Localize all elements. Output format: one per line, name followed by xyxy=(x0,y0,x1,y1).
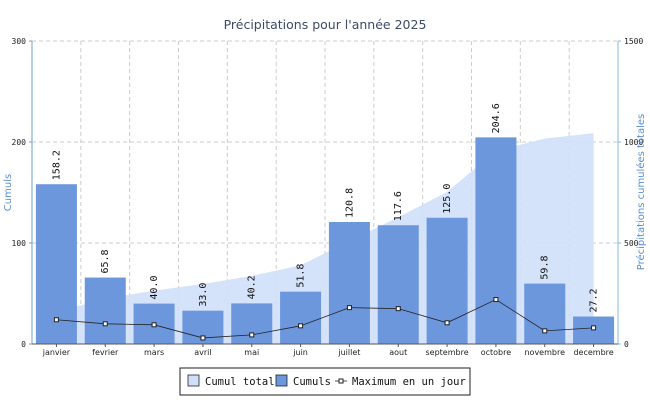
line-point-mai xyxy=(249,332,255,338)
legend-label: Cumuls xyxy=(293,376,331,388)
bar-value-label: 40.2 xyxy=(247,275,258,299)
bar-value-label: 33.0 xyxy=(198,283,209,307)
y-left-tick-label: 100 xyxy=(12,239,27,248)
y-left-tick-label: 0 xyxy=(21,340,26,349)
x-tick-label: mars xyxy=(144,348,164,357)
legend-label: Cumul total xyxy=(205,376,275,388)
y-right-tick-label: 1500 xyxy=(624,37,643,46)
bar-juin xyxy=(280,291,322,344)
line-point-fevrier xyxy=(102,321,108,327)
line-point-decembre xyxy=(591,325,597,331)
bar-fevrier xyxy=(84,277,126,344)
bar-value-label: 51.8 xyxy=(296,264,307,288)
line-point-septembre xyxy=(444,320,450,326)
bar-value-labels: 158.2 65.8 40.0 33.0 40.2 51.8 120.8 117.6 125.0… xyxy=(51,103,599,312)
legend-swatch xyxy=(187,374,200,387)
bar-value-label: 204.6 xyxy=(491,103,502,133)
x-tick-label: fevrier xyxy=(92,348,119,357)
legend-label: Maximum en un jour xyxy=(352,376,466,388)
line-point-juillet xyxy=(346,305,352,311)
x-ticks: janvier fevrier mars avril mai juin juillet aou… xyxy=(42,344,614,357)
y-axis-left-label: Cumuls xyxy=(3,174,14,211)
y-left-tick-label: 300 xyxy=(12,37,27,46)
line-point-aout xyxy=(395,306,401,312)
y-right-tick-label: 0 xyxy=(624,340,629,349)
bar-value-label: 59.8 xyxy=(540,256,551,280)
bar-mai xyxy=(231,303,273,344)
line-point-janvier xyxy=(53,317,59,323)
bar-novembre xyxy=(524,283,566,344)
legend-marker xyxy=(338,378,344,384)
y-left-ticks: 0 100 200 300 xyxy=(12,37,32,349)
line-point-novembre xyxy=(542,328,548,334)
bar-juillet xyxy=(328,221,370,344)
bar-aout xyxy=(377,225,419,344)
bar-value-label: 117.6 xyxy=(393,191,404,221)
bar-octobre xyxy=(475,137,517,344)
x-tick-label: juin xyxy=(292,348,308,357)
legend-box xyxy=(179,367,471,396)
y-right-tick-label: 500 xyxy=(624,239,639,248)
x-tick-label: novembre xyxy=(524,348,565,357)
x-tick-label: avril xyxy=(194,348,211,357)
y-left-tick-label: 200 xyxy=(12,138,27,147)
chart-title: Précipitations pour l'année 2025 xyxy=(224,17,427,32)
x-tick-label: septembre xyxy=(426,348,469,357)
bar-value-label: 27.2 xyxy=(589,288,600,312)
y-right-tick-label: 1000 xyxy=(624,138,643,147)
bar-value-label: 158.2 xyxy=(51,150,62,180)
bar-value-label: 125.0 xyxy=(442,184,453,214)
line-point-octobre xyxy=(493,297,499,303)
legend: Cumul total Cumuls Maximum en un jour xyxy=(179,367,471,396)
line-point-mars xyxy=(151,322,157,328)
bar-value-label: 120.8 xyxy=(344,188,355,218)
bars-cumuls xyxy=(35,137,615,344)
legend-swatch xyxy=(275,374,288,387)
line-point-avril xyxy=(200,335,206,341)
x-tick-label: mai xyxy=(244,348,259,357)
x-tick-label: juillet xyxy=(337,348,360,357)
line-point-juin xyxy=(298,323,304,329)
y-axis-right-label: Précipitations cumulées totales xyxy=(635,114,647,271)
x-tick-label: octobre xyxy=(481,348,512,357)
x-tick-label: decembre xyxy=(573,348,613,357)
line-markers xyxy=(53,297,597,341)
x-tick-label: janvier xyxy=(42,348,71,357)
x-tick-label: aout xyxy=(389,348,407,357)
bar-value-label: 65.8 xyxy=(100,249,111,273)
line-maximum-jour xyxy=(56,299,594,339)
y-right-ticks: 0 500 1000 1500 xyxy=(618,37,643,349)
bar-value-label: 40.0 xyxy=(149,276,160,300)
